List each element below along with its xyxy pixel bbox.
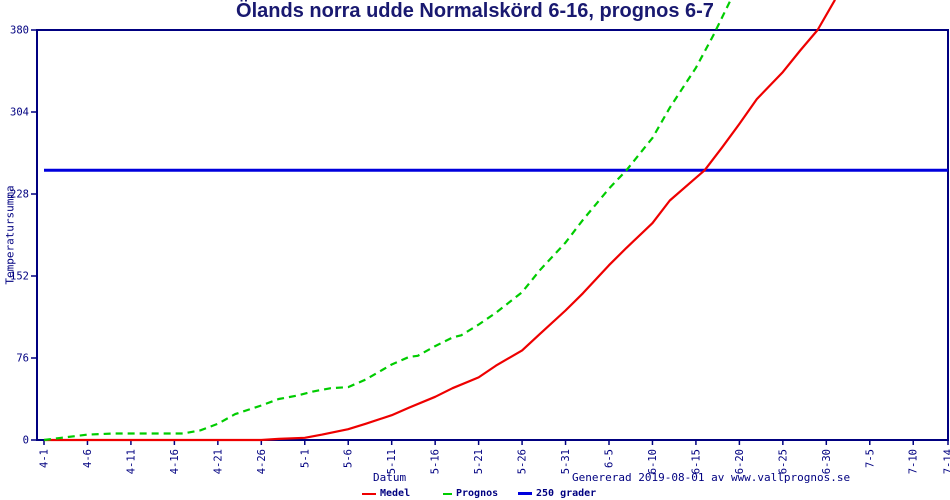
- legend-item-prognos: Prognos: [443, 488, 498, 499]
- x-tick-label: 5-1: [299, 449, 311, 468]
- x-tick-label: 4-21: [212, 449, 224, 474]
- plot-frame: [36, 29, 949, 441]
- x-tick-label: 6-10: [647, 449, 659, 474]
- y-tick-label: 76: [16, 353, 29, 365]
- legend-label-medel: Medel: [380, 488, 411, 499]
- x-axis-label: Datum: [373, 471, 407, 484]
- x-tick-label: 6-20: [734, 449, 746, 474]
- x-tick-label: 5-6: [343, 449, 355, 468]
- y-tick-label: 304: [10, 107, 29, 119]
- y-tick-label: 228: [10, 189, 29, 201]
- prognos-line-sample: [443, 492, 452, 495]
- 250-grader-line-sample: [518, 492, 532, 495]
- legend-label-250-grader: 250 grader: [536, 488, 597, 499]
- y-tick-label: 380: [10, 25, 29, 37]
- legend-item-250-grader: 250 grader: [518, 488, 596, 499]
- x-tick-label: 7-5: [864, 449, 876, 468]
- x-tick-label: 5-31: [560, 449, 572, 474]
- x-tick-label: 4-1: [39, 449, 51, 468]
- series-line-medel: [44, 0, 836, 442]
- x-tick-label: 5-21: [473, 449, 485, 474]
- y-tick-label: 0: [23, 435, 29, 447]
- x-tick-label: 6-30: [821, 449, 833, 474]
- x-tick-label: 4-6: [82, 449, 94, 468]
- y-tick-label: 152: [10, 271, 29, 283]
- legend-item-medel: Medel: [362, 488, 410, 499]
- chart-title: Ölands norra udde Normalskörd 6-16, prog…: [236, 0, 714, 22]
- x-tick-label: 7-14: [943, 449, 950, 474]
- series-line-prognos: [43, 0, 732, 442]
- x-tick-label: 4-11: [125, 449, 137, 474]
- legend-label-prognos: Prognos: [456, 488, 499, 499]
- medel-line-sample: [362, 492, 376, 495]
- x-tick-label: 5-11: [386, 449, 398, 474]
- generated-footer: Genererad 2019-08-01 av www.vallprognos.…: [572, 471, 851, 484]
- x-tick-label: 5-26: [517, 449, 529, 474]
- x-tick-label: 7-10: [908, 449, 920, 474]
- x-tick-label: 5-16: [430, 449, 442, 474]
- x-tick-label: 6-5: [604, 449, 616, 468]
- x-tick-label: 6-15: [690, 449, 702, 474]
- x-tick-label: 4-26: [256, 449, 268, 474]
- x-tick-label: 4-16: [169, 449, 181, 474]
- x-tick-label: 6-25: [777, 449, 789, 474]
